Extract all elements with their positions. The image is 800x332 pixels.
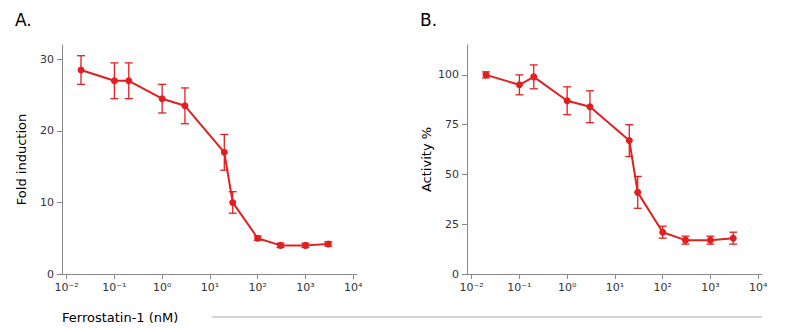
svg-text:B.: B. [420,10,437,30]
svg-text:10²: 10² [653,281,671,294]
svg-text:10⁻²: 10⁻² [55,281,79,294]
svg-text:10⁰: 10⁰ [558,281,577,294]
svg-text:10⁻¹: 10⁻¹ [507,281,531,294]
svg-text:10: 10 [40,196,54,209]
svg-text:0: 0 [47,268,54,281]
svg-text:Fold induction: Fold induction [14,114,29,205]
svg-text:Activity %: Activity % [419,127,434,192]
svg-text:10⁴: 10⁴ [344,281,363,294]
svg-text:10²: 10² [248,281,266,294]
svg-text:10¹: 10¹ [606,281,624,294]
svg-text:10³: 10³ [701,281,719,294]
svg-text:10⁴: 10⁴ [749,281,768,294]
svg-text:75: 75 [445,118,459,131]
svg-text:10⁻²: 10⁻² [460,281,484,294]
svg-text:Ferrostatin-1 (nM): Ferrostatin-1 (nM) [62,310,178,325]
svg-text:0: 0 [452,268,459,281]
svg-text:50: 50 [445,168,459,181]
svg-text:100: 100 [438,68,459,81]
svg-text:25: 25 [445,218,459,231]
svg-text:A.: A. [15,10,32,30]
svg-text:30: 30 [40,53,54,66]
svg-text:10¹: 10¹ [201,281,219,294]
svg-text:10⁻¹: 10⁻¹ [102,281,126,294]
svg-text:10⁰: 10⁰ [153,281,172,294]
svg-text:20: 20 [40,124,54,137]
svg-text:10³: 10³ [296,281,314,294]
